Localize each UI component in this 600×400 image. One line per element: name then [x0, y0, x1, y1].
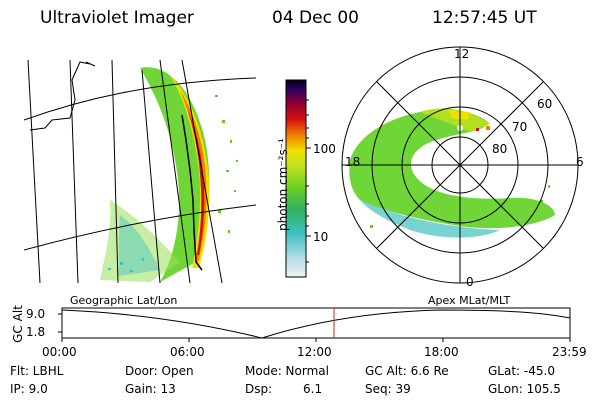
mlt-label-18: 18	[345, 155, 361, 169]
altitude-curve	[61, 309, 571, 339]
colorbar-ticks	[306, 99, 311, 263]
altitude-axis-label: GC Alt	[10, 305, 25, 343]
left-plot-caption: Geographic Lat/Lon	[70, 294, 178, 307]
time-tick-0: 00:00	[42, 345, 77, 359]
altitude-tick-max: 9.0	[26, 307, 46, 321]
geographic-map	[24, 59, 256, 283]
instrument-title: Ultraviolet Imager	[40, 8, 194, 28]
mlt-label-12: 12	[454, 47, 470, 61]
colorbar-tick-100: 100	[313, 142, 336, 156]
mlt-label-0: 0	[466, 275, 474, 289]
time-tick-2: 12:00	[297, 345, 332, 359]
colorbar-unit-label: photon cm⁻²s⁻¹	[276, 138, 290, 231]
colorbar-tick-10: 10	[313, 230, 329, 244]
dsp-value: 6.1	[303, 382, 323, 396]
coastline	[29, 61, 96, 131]
glon-status: GLon: 105.5	[488, 382, 561, 396]
filter-status: Flt: LBHL	[10, 364, 64, 378]
glat-status: GLat: -45.0	[488, 364, 555, 378]
right-plot-caption: Apex MLat/MLT	[428, 294, 511, 307]
polar-plot	[341, 46, 579, 284]
auroral-oval-polar	[349, 109, 555, 229]
mlat-label-60: 60	[537, 97, 553, 111]
time-tick-3: 18:00	[424, 345, 459, 359]
ip-status: IP: 9.0	[10, 382, 48, 396]
mlt-label-6: 6	[576, 155, 584, 169]
door-status: Door: Open	[125, 364, 194, 378]
time-label: 12:57:45 UT	[432, 8, 537, 28]
time-tick-1: 06:00	[170, 345, 205, 359]
mode-status: Mode: Normal	[245, 364, 329, 378]
altitude-tick-min: 1.8	[26, 325, 46, 339]
mlat-label-80: 80	[492, 142, 508, 156]
seq-status: Seq: 39	[365, 382, 411, 396]
altitude-plot	[58, 307, 571, 342]
gc-alt-status: GC Alt: 6.6 Re	[365, 364, 449, 378]
date-label: 04 Dec 00	[272, 8, 359, 28]
gain-status: Gain: 13	[125, 382, 176, 396]
mlat-label-70: 70	[512, 120, 528, 134]
dsp-label: Dsp:	[245, 382, 273, 396]
time-tick-4: 23:59	[552, 345, 587, 359]
color-scale-bar	[285, 79, 307, 278]
